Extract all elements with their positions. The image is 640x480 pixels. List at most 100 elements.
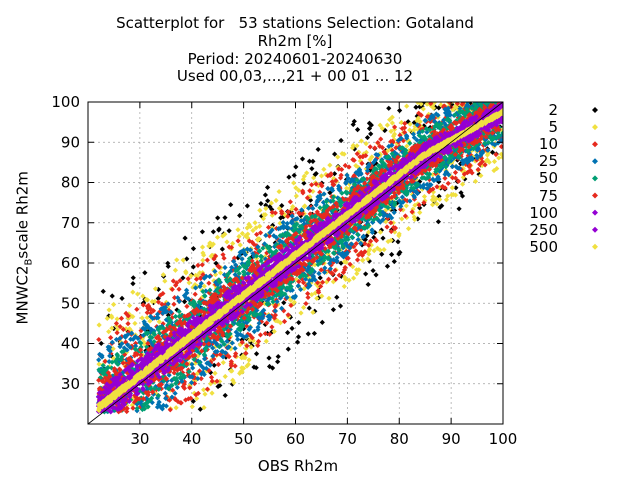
data-point — [293, 185, 299, 191]
data-point — [400, 199, 406, 205]
data-point — [419, 103, 425, 109]
data-point — [404, 103, 410, 109]
data-point — [291, 172, 297, 178]
data-point — [214, 352, 220, 358]
data-point — [373, 237, 379, 244]
data-point — [477, 156, 483, 162]
data-point — [198, 275, 204, 282]
data-point — [398, 119, 405, 126]
data-point — [440, 183, 446, 190]
data-point — [232, 345, 238, 351]
data-point — [190, 365, 196, 371]
data-point — [381, 149, 387, 155]
data-point — [153, 387, 160, 393]
data-point — [209, 252, 215, 258]
data-point — [363, 141, 369, 147]
data-point — [415, 216, 421, 222]
data-point — [388, 128, 394, 134]
data-point — [204, 386, 211, 392]
data-point — [244, 203, 250, 209]
data-point — [417, 104, 423, 110]
data-point — [269, 209, 275, 215]
data-point — [288, 302, 294, 308]
data-point — [492, 142, 498, 148]
data-point — [477, 161, 483, 167]
data-point — [181, 385, 188, 391]
data-point — [436, 176, 442, 182]
data-point — [454, 102, 461, 107]
data-point — [401, 178, 407, 184]
data-point — [266, 363, 273, 370]
data-point — [301, 286, 307, 292]
data-point — [367, 156, 373, 163]
data-point — [351, 244, 357, 250]
data-point — [210, 241, 216, 247]
data-point — [360, 153, 366, 160]
data-point — [391, 131, 398, 137]
data-point — [113, 336, 120, 343]
data-point — [253, 351, 260, 357]
data-point — [453, 185, 459, 191]
data-point — [197, 312, 203, 319]
data-point — [270, 222, 276, 228]
data-point — [299, 207, 305, 213]
data-point — [478, 173, 484, 179]
data-point — [453, 110, 460, 117]
data-point — [286, 174, 292, 180]
data-point — [360, 211, 366, 217]
data-point — [212, 370, 218, 376]
data-point — [220, 359, 226, 366]
data-point — [108, 334, 114, 341]
data-point — [214, 378, 220, 384]
data-point — [400, 207, 406, 213]
data-point — [389, 215, 395, 221]
data-point — [208, 374, 215, 380]
data-point — [214, 234, 221, 240]
data-point — [190, 398, 196, 404]
data-point — [328, 171, 334, 177]
data-point — [450, 191, 456, 198]
data-point — [318, 173, 325, 179]
data-point — [489, 149, 496, 155]
data-point — [393, 145, 399, 151]
data-point — [354, 257, 361, 263]
data-point — [401, 125, 408, 131]
data-point — [215, 263, 221, 269]
data-point — [296, 210, 302, 216]
data-point — [354, 270, 360, 277]
data-point — [253, 365, 259, 371]
data-point — [98, 340, 104, 347]
data-point — [353, 163, 359, 169]
data-point — [226, 244, 232, 250]
data-point — [415, 127, 421, 133]
data-point — [321, 191, 327, 197]
data-point — [285, 213, 291, 219]
data-point — [120, 326, 126, 332]
data-point — [390, 133, 397, 139]
data-point — [402, 213, 409, 219]
data-point — [130, 281, 136, 287]
data-point — [209, 390, 215, 396]
data-point — [130, 275, 136, 281]
data-point — [291, 180, 297, 186]
data-point — [389, 147, 396, 154]
data-point — [430, 172, 436, 178]
data-point — [207, 273, 213, 280]
data-point — [165, 263, 171, 269]
data-point — [240, 365, 247, 372]
data-point — [96, 336, 102, 343]
data-point — [160, 290, 166, 297]
data-point — [171, 301, 177, 307]
data-point — [117, 324, 123, 330]
data-point — [306, 264, 312, 270]
data-point — [213, 279, 219, 285]
data-point — [134, 306, 140, 312]
data-point — [275, 353, 281, 360]
data-point — [195, 358, 201, 364]
data-point — [295, 283, 301, 289]
data-point — [269, 206, 275, 213]
data-point — [427, 188, 433, 194]
data-point — [375, 139, 381, 146]
data-point — [295, 334, 302, 340]
data-point — [353, 248, 359, 254]
